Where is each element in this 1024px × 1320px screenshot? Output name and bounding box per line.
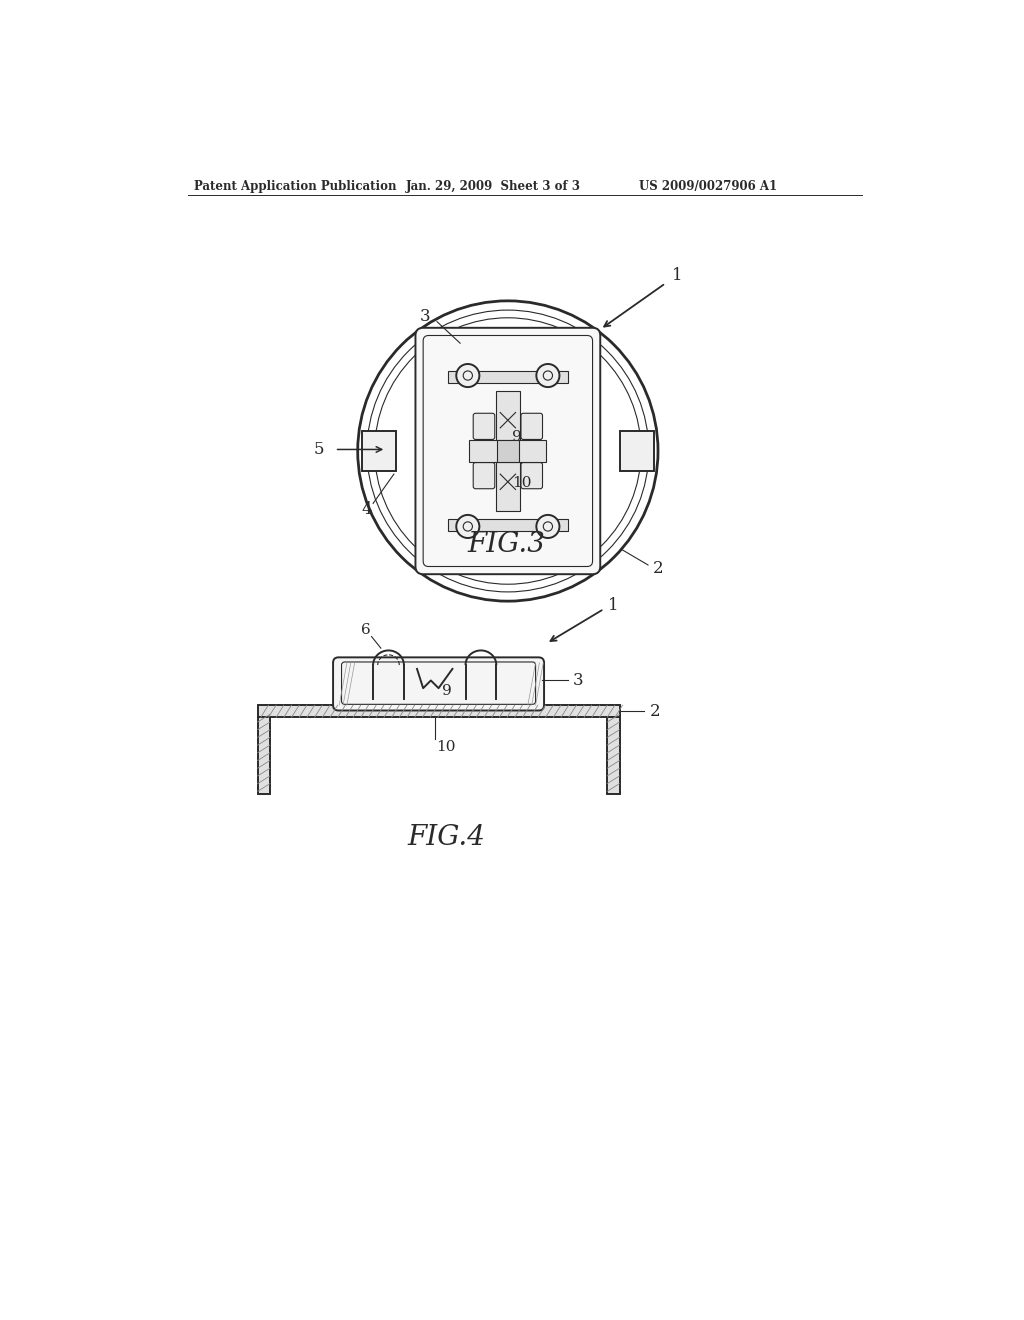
Text: 4: 4 [361, 502, 373, 517]
Text: 1: 1 [672, 267, 683, 284]
Bar [258, 705, 620, 718]
Text: 5: 5 [314, 441, 325, 458]
Bar [607, 718, 620, 795]
Bar [447, 519, 568, 531]
Circle shape [457, 364, 479, 387]
Bar [469, 441, 547, 462]
Text: 2: 2 [652, 560, 664, 577]
Bar [497, 441, 518, 462]
FancyBboxPatch shape [416, 327, 600, 574]
Text: Patent Application Publication: Patent Application Publication [194, 180, 396, 193]
Bar [258, 718, 270, 795]
Text: FIG.3: FIG.3 [467, 532, 545, 558]
Bar [496, 391, 520, 511]
Text: 1: 1 [608, 597, 618, 614]
Text: 2: 2 [650, 702, 660, 719]
Text: US 2009/0027906 A1: US 2009/0027906 A1 [639, 180, 777, 193]
FancyBboxPatch shape [521, 462, 543, 488]
Text: 3: 3 [420, 308, 430, 325]
Circle shape [537, 364, 559, 387]
Text: 9: 9 [512, 430, 522, 444]
FancyBboxPatch shape [333, 657, 544, 710]
Bar [620, 432, 654, 471]
Text: 3: 3 [572, 672, 583, 689]
FancyBboxPatch shape [473, 462, 495, 488]
Circle shape [537, 515, 559, 539]
Text: 10: 10 [436, 739, 456, 754]
Text: 9: 9 [442, 684, 453, 698]
Bar [447, 371, 568, 383]
Text: Jan. 29, 2009  Sheet 3 of 3: Jan. 29, 2009 Sheet 3 of 3 [407, 180, 582, 193]
FancyBboxPatch shape [521, 413, 543, 440]
Bar [361, 432, 396, 471]
Text: FIG.4: FIG.4 [408, 824, 485, 851]
Text: 10: 10 [512, 477, 532, 490]
Circle shape [457, 515, 479, 539]
FancyBboxPatch shape [473, 413, 495, 440]
Text: 6: 6 [360, 623, 371, 638]
